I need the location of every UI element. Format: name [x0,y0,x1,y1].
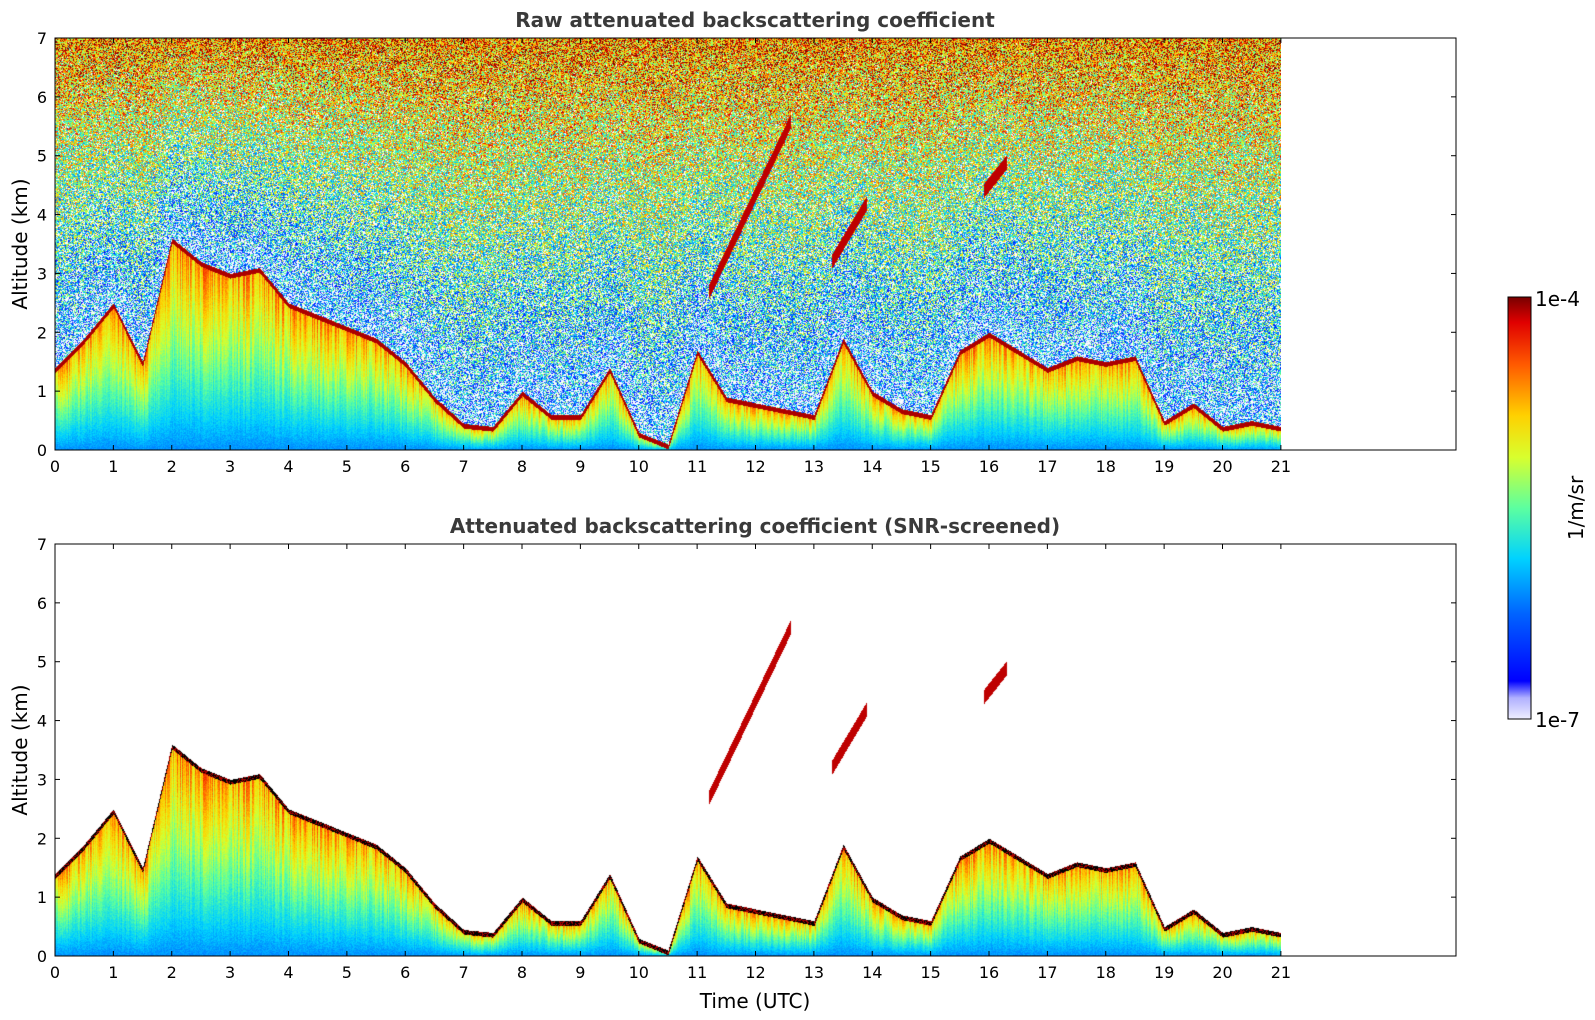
colorbar-gradient [1507,296,1532,720]
x-tick-label: 18 [1096,457,1116,476]
x-tick-label: 3 [225,457,235,476]
x-tick-label: 15 [920,457,940,476]
raw-y-ticks: 0 1 2 3 4 5 6 7 [37,29,1456,460]
x-tick-label: 13 [804,457,824,476]
y-tick-label: 0 [37,947,47,966]
raw-panel-title: Raw attenuated backscattering coefficien… [515,8,995,32]
x-tick-label: 3 [225,963,235,982]
x-tick-label: 11 [687,457,707,476]
x-tick-label: 19 [1154,963,1174,982]
x-tick-label: 17 [1037,963,1057,982]
heatmap-image [55,38,1281,450]
x-tick-label: 15 [920,963,940,982]
colorbar: 1e-4 1e-7 1/m/sr [1507,287,1588,732]
y-tick-label: 5 [37,653,47,672]
y-tick-label: 0 [37,441,47,460]
heatmap-image [55,544,1281,956]
x-tick-label: 1 [108,963,118,982]
y-tick-label: 4 [37,712,47,731]
x-tick-label: 0 [50,963,60,982]
screened-y-axis-label: Altitude (km) [8,684,32,815]
x-tick-label: 20 [1212,963,1232,982]
x-tick-label: 16 [979,457,999,476]
screened-x-ticks: 0 1 2 3 4 5 6 7 8 9 10 11 12 13 14 15 16 17 18 19 20 21 [50,544,1291,982]
raw-x-ticks: 0 1 2 3 4 5 6 7 8 9 10 11 12 13 14 15 16 17 18 19 20 21 [50,38,1291,476]
y-tick-label: 6 [37,594,47,613]
screened-heatmap [55,544,1281,956]
colorbar-max-label: 1e-4 [1535,287,1580,311]
x-tick-label: 19 [1154,457,1174,476]
panel-raw: Raw attenuated backscattering coefficien… [8,8,1457,476]
x-tick-label: 21 [1271,457,1291,476]
y-tick-label: 3 [37,770,47,789]
y-tick-label: 7 [37,535,47,554]
x-tick-label: 8 [517,457,527,476]
x-tick-label: 21 [1271,963,1291,982]
x-tick-label: 12 [745,963,765,982]
colorbar-unit-label: 1/m/sr [1564,475,1588,540]
x-tick-label: 10 [629,963,649,982]
x-tick-label: 1 [108,457,118,476]
raw-y-axis-label: Altitude (km) [8,178,32,309]
x-tick-label: 14 [862,963,882,982]
x-tick-label: 10 [629,457,649,476]
x-tick-label: 13 [804,963,824,982]
y-tick-label: 2 [37,829,47,848]
x-tick-label: 5 [342,457,352,476]
x-tick-label: 8 [517,963,527,982]
x-tick-label: 4 [283,457,293,476]
y-tick-label: 1 [37,888,47,907]
x-tick-label: 18 [1096,963,1116,982]
x-tick-label: 7 [459,963,469,982]
x-tick-label: 7 [459,457,469,476]
colorbar-min-label: 1e-7 [1535,708,1580,732]
x-tick-label: 11 [687,963,707,982]
x-tick-label: 2 [167,457,177,476]
x-tick-label: 9 [575,963,585,982]
y-tick-label: 3 [37,264,47,283]
x-axis-label: Time (UTC) [699,989,811,1013]
y-tick-label: 7 [37,29,47,48]
x-tick-label: 0 [50,457,60,476]
screened-panel-title: Attenuated backscattering coefficient (S… [450,514,1060,538]
x-tick-label: 12 [745,457,765,476]
raw-heatmap [55,38,1281,450]
x-tick-label: 6 [400,963,410,982]
x-tick-label: 2 [167,963,177,982]
x-tick-label: 16 [979,963,999,982]
x-tick-label: 4 [283,963,293,982]
screened-y-ticks: 0 1 2 3 4 5 6 7 [37,535,1456,966]
x-tick-label: 17 [1037,457,1057,476]
x-tick-label: 6 [400,457,410,476]
panel-screened: Attenuated backscattering coefficient (S… [8,514,1457,1013]
x-tick-label: 14 [862,457,882,476]
x-tick-label: 20 [1212,457,1232,476]
y-tick-label: 1 [37,382,47,401]
x-tick-label: 5 [342,963,352,982]
y-tick-label: 6 [37,88,47,107]
y-tick-label: 4 [37,206,47,225]
x-tick-label: 9 [575,457,585,476]
y-tick-label: 2 [37,323,47,342]
y-tick-label: 5 [37,147,47,166]
